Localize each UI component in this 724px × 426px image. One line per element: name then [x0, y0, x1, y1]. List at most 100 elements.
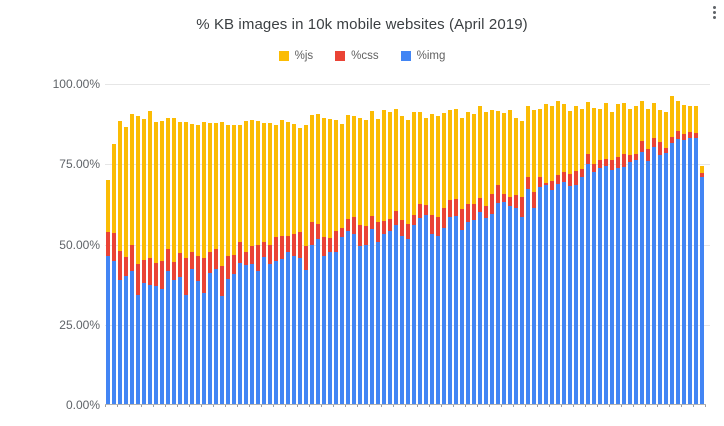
bar[interactable]: [286, 84, 290, 405]
bar[interactable]: [250, 84, 254, 405]
bar[interactable]: [220, 84, 224, 405]
bar[interactable]: [376, 84, 380, 405]
bar[interactable]: [430, 84, 434, 405]
bar[interactable]: [538, 84, 542, 405]
bar[interactable]: [244, 84, 248, 405]
bar[interactable]: [304, 84, 308, 405]
more-options-icon[interactable]: [708, 3, 720, 21]
bar[interactable]: [568, 84, 572, 405]
bar[interactable]: [628, 84, 632, 405]
bar[interactable]: [280, 84, 284, 405]
bar[interactable]: [478, 84, 482, 405]
bar[interactable]: [106, 84, 110, 405]
bar[interactable]: [610, 84, 614, 405]
bar[interactable]: [274, 84, 278, 405]
bar[interactable]: [142, 84, 146, 405]
bar[interactable]: [682, 84, 686, 405]
bar[interactable]: [166, 84, 170, 405]
bar[interactable]: [454, 84, 458, 405]
bar[interactable]: [382, 84, 386, 405]
bar[interactable]: [214, 84, 218, 405]
bar[interactable]: [112, 84, 116, 405]
bar[interactable]: [310, 84, 314, 405]
bar[interactable]: [502, 84, 506, 405]
bar[interactable]: [562, 84, 566, 405]
bar[interactable]: [322, 84, 326, 405]
bar[interactable]: [292, 84, 296, 405]
bar[interactable]: [400, 84, 404, 405]
bar[interactable]: [316, 84, 320, 405]
bar[interactable]: [418, 84, 422, 405]
bar[interactable]: [556, 84, 560, 405]
bar[interactable]: [676, 84, 680, 405]
bar[interactable]: [616, 84, 620, 405]
bar[interactable]: [118, 84, 122, 405]
bar[interactable]: [520, 84, 524, 405]
bar[interactable]: [412, 84, 416, 405]
bar[interactable]: [334, 84, 338, 405]
bar[interactable]: [634, 84, 638, 405]
bar[interactable]: [640, 84, 644, 405]
bar[interactable]: [658, 84, 662, 405]
bar[interactable]: [550, 84, 554, 405]
bar[interactable]: [490, 84, 494, 405]
bar[interactable]: [154, 84, 158, 405]
bar[interactable]: [394, 84, 398, 405]
bar[interactable]: [574, 84, 578, 405]
bar[interactable]: [622, 84, 626, 405]
bar[interactable]: [202, 84, 206, 405]
bar[interactable]: [268, 84, 272, 405]
bar[interactable]: [130, 84, 134, 405]
bar[interactable]: [508, 84, 512, 405]
bar[interactable]: [328, 84, 332, 405]
bar[interactable]: [670, 84, 674, 405]
bar[interactable]: [340, 84, 344, 405]
bar[interactable]: [580, 84, 584, 405]
bar[interactable]: [424, 84, 428, 405]
bar[interactable]: [346, 84, 350, 405]
bar[interactable]: [688, 84, 692, 405]
legend-item-js[interactable]: %js: [278, 50, 313, 62]
bar[interactable]: [352, 84, 356, 405]
bar[interactable]: [532, 84, 536, 405]
bar[interactable]: [184, 84, 188, 405]
bar[interactable]: [652, 84, 656, 405]
bar[interactable]: [136, 84, 140, 405]
bar[interactable]: [514, 84, 518, 405]
bar[interactable]: [298, 84, 302, 405]
bar[interactable]: [604, 84, 608, 405]
bar[interactable]: [496, 84, 500, 405]
bar[interactable]: [238, 84, 242, 405]
bar[interactable]: [586, 84, 590, 405]
bar[interactable]: [232, 84, 236, 405]
bar[interactable]: [172, 84, 176, 405]
bar[interactable]: [148, 84, 152, 405]
bar[interactable]: [358, 84, 362, 405]
bar[interactable]: [484, 84, 488, 405]
bar[interactable]: [388, 84, 392, 405]
bar[interactable]: [592, 84, 596, 405]
bar[interactable]: [226, 84, 230, 405]
bar[interactable]: [700, 84, 704, 405]
bar[interactable]: [406, 84, 410, 405]
bar[interactable]: [466, 84, 470, 405]
bar[interactable]: [442, 84, 446, 405]
bar[interactable]: [370, 84, 374, 405]
bar[interactable]: [256, 84, 260, 405]
bar[interactable]: [646, 84, 650, 405]
bar[interactable]: [190, 84, 194, 405]
legend-item-css[interactable]: %css: [335, 50, 379, 62]
bar[interactable]: [694, 84, 698, 405]
bar[interactable]: [460, 84, 464, 405]
bar[interactable]: [526, 84, 530, 405]
bar[interactable]: [160, 84, 164, 405]
bar[interactable]: [544, 84, 548, 405]
bar[interactable]: [436, 84, 440, 405]
bar[interactable]: [664, 84, 668, 405]
bar[interactable]: [472, 84, 476, 405]
bar[interactable]: [208, 84, 212, 405]
bar[interactable]: [448, 84, 452, 405]
bar[interactable]: [262, 84, 266, 405]
bar[interactable]: [124, 84, 128, 405]
bar[interactable]: [178, 84, 182, 405]
